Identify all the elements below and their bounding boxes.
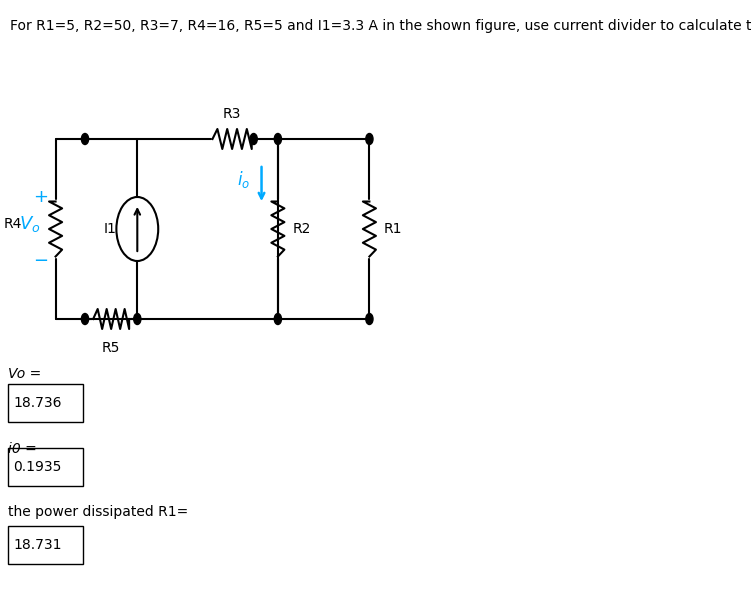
Text: R2: R2 <box>292 222 311 236</box>
Text: the power dissipated R1=: the power dissipated R1= <box>8 505 188 519</box>
Circle shape <box>81 134 89 144</box>
Text: Vo =: Vo = <box>8 367 41 381</box>
Text: 18.736: 18.736 <box>13 396 62 410</box>
Text: R1: R1 <box>384 222 403 236</box>
Circle shape <box>81 314 89 324</box>
Text: R5: R5 <box>102 341 120 355</box>
Text: 18.731: 18.731 <box>13 538 62 552</box>
Text: R4: R4 <box>4 217 23 231</box>
Text: $i_o$: $i_o$ <box>237 169 250 189</box>
Text: $V_o$: $V_o$ <box>19 214 40 234</box>
Circle shape <box>274 314 282 324</box>
FancyBboxPatch shape <box>8 384 83 422</box>
Circle shape <box>366 314 373 324</box>
Text: For R1=5, R2=50, R3=7, R4=16, R5=5 and I1=3.3 A in the shown figure, use current: For R1=5, R2=50, R3=7, R4=16, R5=5 and I… <box>10 19 751 33</box>
Circle shape <box>250 134 258 144</box>
Text: −: − <box>33 252 48 270</box>
Text: R3: R3 <box>223 107 241 121</box>
Circle shape <box>274 134 282 144</box>
Text: i0 =: i0 = <box>8 442 37 456</box>
Text: +: + <box>33 188 48 206</box>
Text: 0.1935: 0.1935 <box>13 460 62 474</box>
Circle shape <box>366 134 373 144</box>
FancyBboxPatch shape <box>8 448 83 486</box>
Circle shape <box>134 314 141 324</box>
Text: I1: I1 <box>104 222 116 236</box>
FancyBboxPatch shape <box>8 526 83 564</box>
